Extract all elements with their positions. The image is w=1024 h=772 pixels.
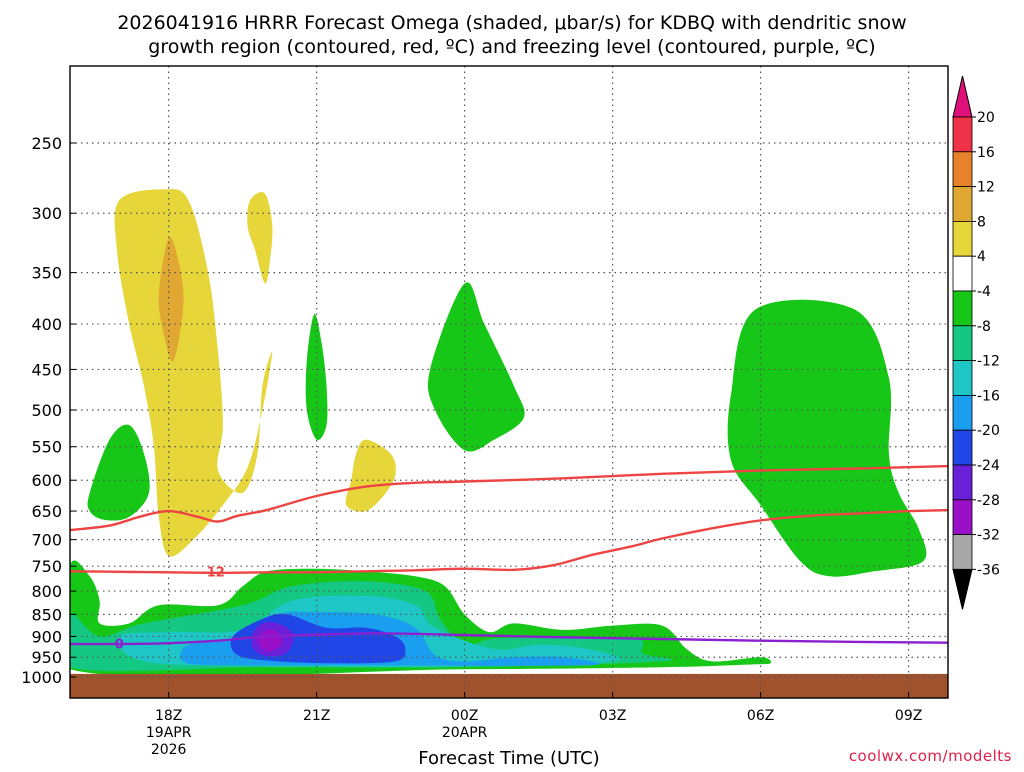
omega-region-3 <box>158 237 184 362</box>
ytick-label-1000: 1000 <box>21 668 62 687</box>
colorbar: 20 16 12 8 4 -4 -8 -12 -16 -20 -24 -28 -32 -36 <box>952 75 1000 610</box>
colorbar-swatch-10 <box>952 464 973 501</box>
x-axis-title: Forecast Time (UTC) <box>418 748 599 768</box>
contour-dgz_lower <box>70 508 948 575</box>
omega-region-2 <box>345 439 396 512</box>
chart-title-line1: 2026041916 HRRR Forecast Omega (shaded, … <box>117 12 906 34</box>
colorbar-label-2: 12 <box>977 180 995 196</box>
credit-text: coolwx.com/modelts <box>849 747 1012 765</box>
contour-freezing_level <box>70 632 948 646</box>
colorbar-swatch-1 <box>952 151 973 188</box>
colorbar-swatch-12 <box>952 534 973 570</box>
xtick-sub2-18Z: 2026 <box>151 742 187 758</box>
contour-labels-layer: -12 0 <box>115 565 225 653</box>
colorbar-label-4: 4 <box>977 249 986 265</box>
omega-region-0 <box>114 189 273 557</box>
omega-region-4 <box>87 424 150 521</box>
ytick-label-350: 350 <box>31 264 62 283</box>
ytick-label-900: 900 <box>31 627 62 646</box>
xtick-sub1-18Z: 19APR <box>146 725 192 741</box>
ground-layer <box>70 673 948 698</box>
ytick-label-850: 850 <box>31 605 62 624</box>
colorbar-swatch-11 <box>952 499 973 535</box>
ytick-label-500: 500 <box>31 401 62 420</box>
xtick-label-18Z: 18Z <box>155 708 182 724</box>
colorbar-swatch-8 <box>952 394 973 431</box>
plot-frame <box>69 65 949 699</box>
ytick-label-700: 700 <box>31 531 62 550</box>
omega-region-5 <box>305 313 328 441</box>
colorbar-swatch-9 <box>952 429 973 466</box>
ytick-label-650: 650 <box>31 502 62 521</box>
ytick-label-450: 450 <box>31 360 62 379</box>
y-axis-ticks: 250 300 350 400 450 500 550 600 650 700 750 800 850 9… <box>21 134 76 687</box>
colorbar-bottom-arrow <box>952 568 973 610</box>
ytick-label-600: 600 <box>31 471 62 490</box>
colorbar-label-11: -28 <box>977 493 1000 509</box>
colorbar-swatch-5 <box>952 290 973 327</box>
ytick-label-250: 250 <box>31 134 62 153</box>
colorbar-label-8: -16 <box>977 388 1000 404</box>
omega-region-1 <box>247 191 273 284</box>
grid-layer <box>70 66 948 698</box>
colorbar-swatch-2 <box>952 186 973 222</box>
xtick-label-06Z: 06Z <box>747 708 774 724</box>
omega-region-7 <box>727 299 927 577</box>
contour-label-1: 0 <box>115 638 124 653</box>
colorbar-label-10: -24 <box>977 458 1000 474</box>
omega-shading-layer <box>70 189 927 677</box>
colorbar-label-0: 20 <box>977 110 995 126</box>
colorbar-label-1: 16 <box>977 145 995 161</box>
colorbar-label-5: -4 <box>977 284 991 300</box>
xtick-label-00Z: 00Z <box>451 708 478 724</box>
xtick-label-21Z: 21Z <box>303 708 330 724</box>
colorbar-label-13: -36 <box>977 562 1000 578</box>
colorbar-swatch-4 <box>952 255 973 292</box>
xtick-label-03Z: 03Z <box>599 708 626 724</box>
colorbar-swatch-0 <box>952 116 973 153</box>
contour-dgz_upper <box>70 464 948 532</box>
ytick-label-550: 550 <box>31 438 62 457</box>
ytick-label-800: 800 <box>31 582 62 601</box>
colorbar-label-6: -8 <box>977 319 991 335</box>
colorbar-label-3: 8 <box>977 214 986 230</box>
ytick-label-750: 750 <box>31 557 62 576</box>
colorbar-label-12: -32 <box>977 528 1000 544</box>
colorbar-swatch-6 <box>952 325 973 361</box>
ground-below-surface <box>70 673 948 698</box>
colorbar-label-7: -12 <box>977 354 1000 370</box>
colorbar-swatch-7 <box>952 360 973 396</box>
colorbar-label-9: -20 <box>977 423 1000 439</box>
ytick-label-950: 950 <box>31 648 62 667</box>
xtick-label-09Z: 09Z <box>895 708 922 724</box>
xtick-sub1-00Z: 20APR <box>442 725 488 741</box>
contour-label-0: -12 <box>201 565 225 580</box>
omega-region-6 <box>427 282 525 452</box>
chart-title-line2: growth region (contoured, red, ºC) and f… <box>148 36 875 58</box>
ytick-label-400: 400 <box>31 315 62 334</box>
colorbar-swatch-3 <box>952 220 973 257</box>
ytick-label-300: 300 <box>31 204 62 223</box>
contour-lines-layer <box>70 464 948 646</box>
